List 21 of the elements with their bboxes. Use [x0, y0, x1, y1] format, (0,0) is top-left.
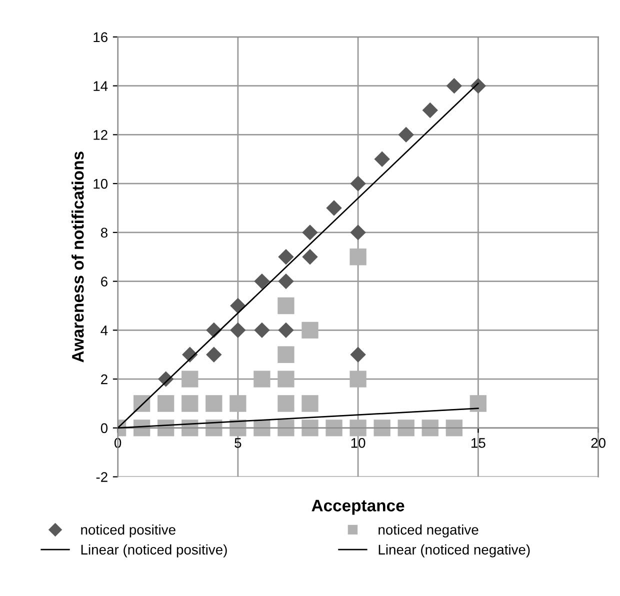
x-axis-title: Acceptance	[312, 500, 404, 515]
y-tick-label: 16	[94, 32, 108, 42]
legend-label: Linear (noticed positive)	[81, 544, 227, 558]
legend-label: noticed positive	[81, 524, 176, 538]
y-tick-label: 4	[100, 326, 108, 336]
y-tick-label: 0	[100, 423, 108, 434]
y-axis-title: Awareness of notifications	[72, 152, 84, 362]
y-tick-label: 10	[94, 178, 108, 189]
y-tick-label: 8	[100, 228, 108, 238]
x-tick-label: 5	[234, 438, 242, 448]
y-tick-label: 2	[101, 374, 108, 384]
legend-label: noticed negative	[378, 524, 478, 538]
legend-label: Linear (noticed negative)	[378, 544, 530, 558]
x-tick-label: 10	[351, 438, 366, 448]
y-tick-label: -2	[96, 472, 108, 482]
y-tick-label: 14	[94, 81, 108, 91]
y-tick-label: 12	[94, 130, 108, 140]
x-tick-label: 20	[591, 438, 606, 448]
x-tick-label: 0	[114, 438, 122, 448]
y-tick-label: 6	[101, 276, 108, 286]
x-tick-label: 15	[472, 438, 486, 448]
